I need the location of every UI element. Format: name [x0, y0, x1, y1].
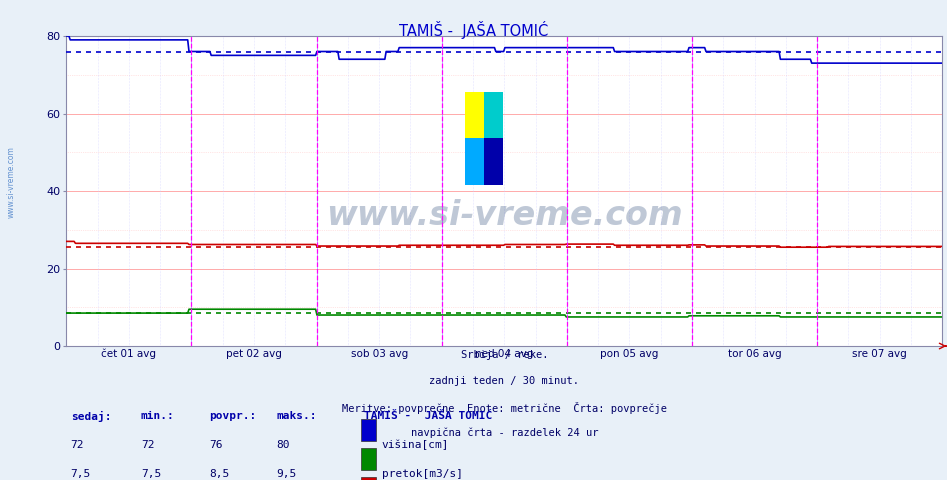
Text: povpr.:: povpr.: [209, 410, 257, 420]
FancyBboxPatch shape [361, 448, 376, 470]
Text: 80: 80 [277, 440, 290, 450]
Text: Meritve: povprečne  Enote: metrične  Črta: povprečje: Meritve: povprečne Enote: metrične Črta:… [342, 402, 667, 414]
Text: višina[cm]: višina[cm] [382, 440, 449, 450]
Text: pretok[m3/s]: pretok[m3/s] [382, 469, 463, 479]
Text: 7,5: 7,5 [71, 469, 91, 479]
Text: navpična črta - razdelek 24 ur: navpična črta - razdelek 24 ur [411, 427, 598, 438]
Text: 9,5: 9,5 [277, 469, 296, 479]
Text: min.:: min.: [141, 410, 174, 420]
Text: 7,5: 7,5 [141, 469, 161, 479]
Text: 72: 72 [141, 440, 154, 450]
Text: sedaj:: sedaj: [71, 410, 111, 421]
FancyBboxPatch shape [361, 477, 376, 480]
FancyBboxPatch shape [361, 419, 376, 441]
Text: 72: 72 [71, 440, 84, 450]
Text: www.si-vreme.com: www.si-vreme.com [7, 146, 16, 218]
Text: 8,5: 8,5 [209, 469, 229, 479]
Text: maks.:: maks.: [277, 410, 317, 420]
Text: www.si-vreme.com: www.si-vreme.com [326, 199, 683, 232]
Text: TAMIŠ -  JAŠA TOMIĆ: TAMIŠ - JAŠA TOMIĆ [365, 410, 492, 420]
Text: 76: 76 [209, 440, 223, 450]
Text: zadnji teden / 30 minut.: zadnji teden / 30 minut. [429, 376, 580, 386]
Text: Srbija / reke.: Srbija / reke. [460, 350, 548, 360]
Text: TAMIŠ -  JAŠA TOMIĆ: TAMIŠ - JAŠA TOMIĆ [399, 21, 548, 39]
